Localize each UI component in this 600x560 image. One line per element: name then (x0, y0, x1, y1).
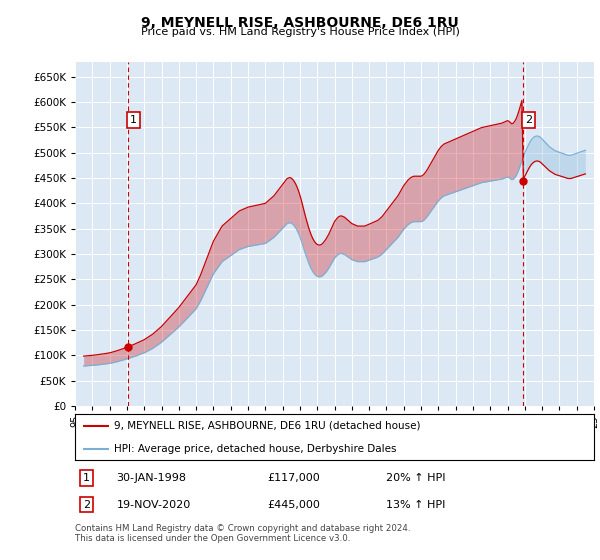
Text: Price paid vs. HM Land Registry's House Price Index (HPI): Price paid vs. HM Land Registry's House … (140, 27, 460, 37)
Text: 2: 2 (524, 115, 532, 125)
Text: 13% ↑ HPI: 13% ↑ HPI (386, 500, 446, 510)
Text: 19-NOV-2020: 19-NOV-2020 (116, 500, 191, 510)
Text: £445,000: £445,000 (267, 500, 320, 510)
Text: 9, MEYNELL RISE, ASHBOURNE, DE6 1RU (detached house): 9, MEYNELL RISE, ASHBOURNE, DE6 1RU (det… (114, 421, 421, 431)
Text: 30-JAN-1998: 30-JAN-1998 (116, 473, 187, 483)
Text: 1: 1 (83, 473, 90, 483)
Text: 2: 2 (83, 500, 90, 510)
Text: HPI: Average price, detached house, Derbyshire Dales: HPI: Average price, detached house, Derb… (114, 444, 397, 454)
Text: 1: 1 (130, 115, 137, 125)
Text: Contains HM Land Registry data © Crown copyright and database right 2024.
This d: Contains HM Land Registry data © Crown c… (75, 524, 410, 543)
Text: £117,000: £117,000 (267, 473, 320, 483)
Text: 9, MEYNELL RISE, ASHBOURNE, DE6 1RU: 9, MEYNELL RISE, ASHBOURNE, DE6 1RU (141, 16, 459, 30)
Text: 20% ↑ HPI: 20% ↑ HPI (386, 473, 446, 483)
